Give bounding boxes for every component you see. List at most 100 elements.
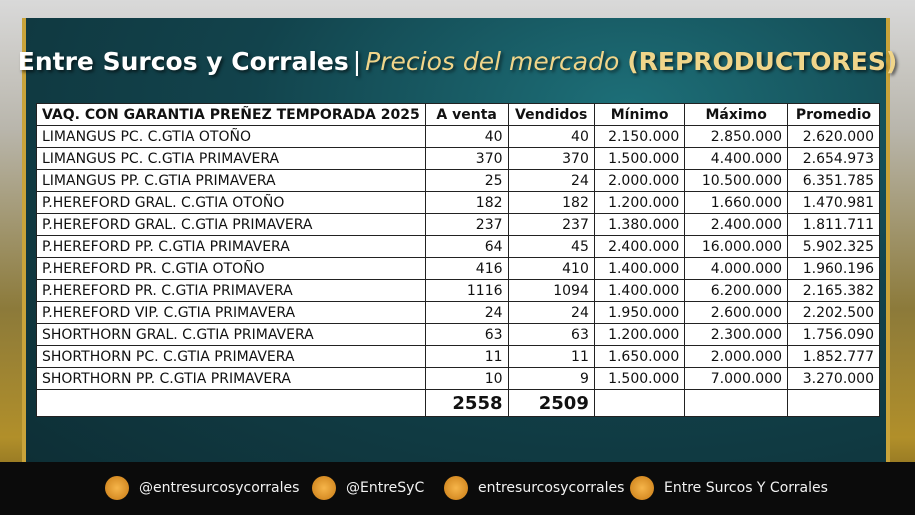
- table-row: LIMANGUS PP. C.GTIA PRIMAVERA 25 24 2.000.0…: [36, 169, 880, 192]
- table-cell: SHORTHORN GRAL. C.GTIA PRIMAVERA: [36, 323, 426, 346]
- header-row: VAQ. CON GARANTIA PREÑEZ TEMPORADA 2025 A…: [36, 103, 880, 126]
- table-cell: 64: [424, 235, 509, 258]
- footer: @entresurcosycorrales @EntreSyC entresur…: [0, 462, 915, 515]
- table-cell: P.HEREFORD PR. C.GTIA OTOÑO: [36, 257, 426, 280]
- table-cell: 410: [507, 257, 595, 280]
- table-cell: 6.351.785: [787, 169, 880, 192]
- table-cell: [787, 389, 880, 417]
- column-header: Vendidos: [507, 103, 595, 126]
- table-row: LIMANGUS PC. C.GTIA PRIMAVERA 370 370 1.500…: [36, 147, 880, 170]
- table-cell: 40: [507, 125, 595, 148]
- table-cell: [36, 389, 426, 417]
- table-row: P.HEREFORD GRAL. C.GTIA PRIMAVERA 237 237 1…: [36, 213, 880, 236]
- table-cell: P.HEREFORD GRAL. C.GTIA OTOÑO: [36, 191, 426, 214]
- table-row: P.HEREFORD PP. C.GTIA PRIMAVERA 64 45 2.400…: [36, 235, 880, 258]
- table-cell: 10: [424, 367, 509, 390]
- table-cell: 45: [507, 235, 595, 258]
- table-cell: 4.000.000: [684, 257, 789, 280]
- table-cell: 2.620.000: [787, 125, 880, 148]
- table-cell: 1.500.000: [593, 367, 686, 390]
- table-cell: 1.470.981: [787, 191, 880, 214]
- table-cell: 1.756.090: [787, 323, 880, 346]
- table-cell: 1.200.000: [593, 323, 686, 346]
- table-cell: LIMANGUS PP. C.GTIA PRIMAVERA: [36, 169, 426, 192]
- table-cell: 10.500.000: [684, 169, 789, 192]
- table-cell: 2.150.000: [593, 125, 686, 148]
- tag: (REPRODUCTORES): [627, 47, 898, 76]
- column-header: Máximo: [684, 103, 789, 126]
- table-cell: 370: [507, 147, 595, 170]
- table-row: LIMANGUS PC. C.GTIA OTOÑO 40 40 2.150.000 2.…: [36, 125, 880, 148]
- twitter-link[interactable]: @EntreSyC: [312, 475, 424, 501]
- column-header: A venta: [424, 103, 509, 126]
- table-cell: P.HEREFORD GRAL. C.GTIA PRIMAVERA: [36, 213, 426, 236]
- table-cell: LIMANGUS PC. C.GTIA OTOÑO: [36, 125, 426, 148]
- table-cell: 5.902.325: [787, 235, 880, 258]
- table-cell: 1.400.000: [593, 279, 686, 302]
- table-cell: 6.200.000: [684, 279, 789, 302]
- table-cell: 1.380.000: [593, 213, 686, 236]
- instagram-handle: @entresurcosycorrales: [139, 480, 300, 496]
- instagram-link[interactable]: @entresurcosycorrales: [105, 475, 299, 501]
- instagram-icon: [105, 476, 129, 500]
- table-cell: 9: [507, 367, 595, 390]
- subtitle: Precios del mercado: [365, 47, 620, 76]
- table-row: P.HEREFORD PR. C.GTIA OTOÑO 416 410 1.400.0…: [36, 257, 880, 280]
- table-cell: 182: [507, 191, 595, 214]
- table-cell: SHORTHORN PP. C.GTIA PRIMAVERA: [36, 367, 426, 390]
- youtube-link[interactable]: Entre Surcos Y Corrales: [630, 475, 828, 501]
- youtube-icon: [630, 476, 654, 500]
- totals-row: 2558 2509: [36, 389, 880, 417]
- table-cell: 1.811.711: [787, 213, 880, 236]
- table-cell: 1.400.000: [593, 257, 686, 280]
- table-cell: 40: [424, 125, 509, 148]
- table-cell: 2.165.382: [787, 279, 880, 302]
- table-cell: 416: [424, 257, 509, 280]
- table-cell: 4.400.000: [684, 147, 789, 170]
- table-cell: 1.500.000: [593, 147, 686, 170]
- table-cell: 237: [424, 213, 509, 236]
- table-cell: 25: [424, 169, 509, 192]
- table-cell: 24: [424, 301, 509, 324]
- column-header: Promedio: [787, 103, 880, 126]
- table-cell: 1.660.000: [684, 191, 789, 214]
- table-cell: 2.400.000: [684, 213, 789, 236]
- table-cell: 2.000.000: [684, 345, 789, 368]
- table-cell: 2.000.000: [593, 169, 686, 192]
- table-cell: 1.650.000: [593, 345, 686, 368]
- table-cell: 3.270.000: [787, 367, 880, 390]
- table-cell: 2.850.000: [684, 125, 789, 148]
- table-cell: 2.400.000: [593, 235, 686, 258]
- table-cell: P.HEREFORD PR. C.GTIA PRIMAVERA: [36, 279, 426, 302]
- table-cell: [684, 389, 789, 417]
- table-cell: 2.300.000: [684, 323, 789, 346]
- column-header: Mínimo: [593, 103, 686, 126]
- table-cell: 182: [424, 191, 509, 214]
- price-table: VAQ. CON GARANTIA PREÑEZ TEMPORADA 2025 A…: [36, 103, 880, 417]
- table-cell: P.HEREFORD VIP. C.GTIA PRIMAVERA: [36, 301, 426, 324]
- table-cell: 11: [424, 345, 509, 368]
- total-cell: 2558: [424, 389, 509, 417]
- table-row: P.HEREFORD VIP. C.GTIA PRIMAVERA 24 24 1.95…: [36, 301, 880, 324]
- table-cell: 24: [507, 169, 595, 192]
- table-cell: 2.600.000: [684, 301, 789, 324]
- table-cell: 1.852.777: [787, 345, 880, 368]
- youtube-handle: Entre Surcos Y Corrales: [664, 480, 828, 496]
- facebook-link[interactable]: entresurcosycorrales: [444, 475, 624, 501]
- twitter-handle: @EntreSyC: [346, 480, 425, 496]
- brand: Entre Surcos y Corrales: [17, 47, 349, 76]
- title: Entre Surcos y Corrales | Precios del merc…: [0, 47, 915, 76]
- table-cell: 11: [507, 345, 595, 368]
- total-cell: 2509: [507, 389, 595, 417]
- table-cell: 1.200.000: [593, 191, 686, 214]
- table-cell: 16.000.000: [684, 235, 789, 258]
- table-row: P.HEREFORD PR. C.GTIA PRIMAVERA 1116 1094 1…: [36, 279, 880, 302]
- table-cell: 24: [507, 301, 595, 324]
- table-cell: 1116: [424, 279, 509, 302]
- table-cell: 1.950.000: [593, 301, 686, 324]
- table-cell: 1.960.196: [787, 257, 880, 280]
- table-cell: SHORTHORN PC. C.GTIA PRIMAVERA: [36, 345, 426, 368]
- table-cell: 1094: [507, 279, 595, 302]
- table-row: P.HEREFORD GRAL. C.GTIA OTOÑO 182 182 1.200…: [36, 191, 880, 214]
